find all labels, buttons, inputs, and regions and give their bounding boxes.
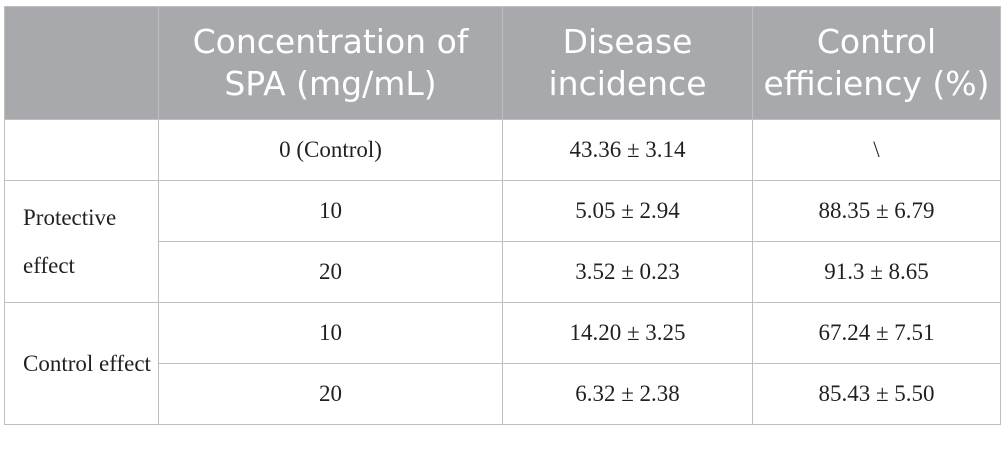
group-label-control: Control effect (4, 302, 159, 425)
table-header: Concentration of SPA (mg/mL) Disease inc… (4, 6, 1001, 120)
table-body: 0 (Control) 43.36 ± 3.14 \ Protective ef… (4, 119, 1001, 425)
results-table: Concentration of SPA (mg/mL) Disease inc… (4, 6, 1001, 425)
incidence-cell: 3.52 ± 0.23 (502, 241, 753, 303)
header-group-column (4, 6, 159, 120)
group-label-protective: Protective effect (4, 180, 159, 303)
header-disease-incidence: Disease incidence (502, 6, 753, 120)
table-row: 20 3.52 ± 0.23 91.3 ± 8.65 (5, 241, 1001, 303)
incidence-cell: 5.05 ± 2.94 (502, 180, 753, 242)
header-control-efficiency: Control efficiency (%) (752, 6, 1001, 120)
efficiency-cell: 88.35 ± 6.79 (752, 180, 1001, 242)
incidence-cell: 43.36 ± 3.14 (502, 119, 753, 181)
efficiency-cell: 67.24 ± 7.51 (752, 302, 1001, 364)
group-cell-empty (4, 119, 159, 181)
table-row: 20 6.32 ± 2.38 85.43 ± 5.50 (5, 363, 1001, 425)
table-row-control: 0 (Control) 43.36 ± 3.14 \ (4, 119, 1001, 181)
efficiency-cell: 91.3 ± 8.65 (752, 241, 1001, 303)
table-row: Control effect 10 14.20 ± 3.25 67.24 ± 7… (4, 302, 1001, 425)
incidence-cell: 6.32 ± 2.38 (502, 363, 753, 425)
efficiency-cell: \ (752, 119, 1001, 181)
header-row: Concentration of SPA (mg/mL) Disease inc… (4, 6, 1001, 120)
table-row: Protective effect 10 5.05 ± 2.94 88.35 ±… (4, 180, 1001, 303)
incidence-cell: 14.20 ± 3.25 (502, 302, 753, 364)
concentration-cell: 10 (158, 302, 503, 364)
concentration-cell: 0 (Control) (158, 119, 503, 181)
concentration-cell: 10 (158, 180, 503, 242)
efficiency-cell: 85.43 ± 5.50 (752, 363, 1001, 425)
data-table-container: Concentration of SPA (mg/mL) Disease inc… (0, 6, 1004, 450)
concentration-cell: 20 (158, 241, 503, 303)
header-concentration: Concentration of SPA (mg/mL) (158, 6, 503, 120)
concentration-cell: 20 (158, 363, 503, 425)
